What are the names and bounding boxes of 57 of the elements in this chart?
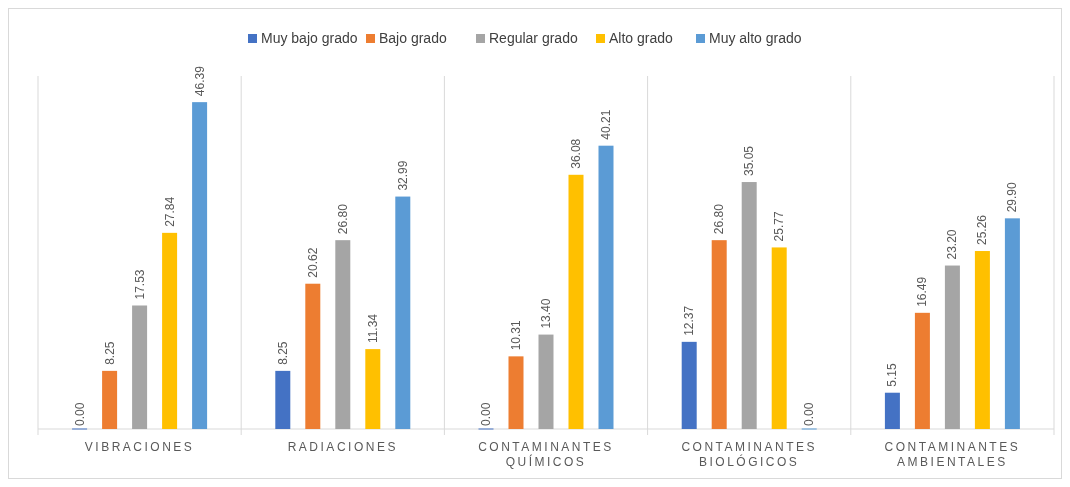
data-label: 0.00	[72, 402, 87, 426]
bar	[1004, 218, 1020, 429]
data-label: 8.25	[102, 341, 117, 365]
data-label: 8.25	[275, 341, 290, 365]
data-label: 20.62	[305, 247, 320, 278]
data-label: 40.21	[599, 109, 613, 140]
bar	[508, 356, 524, 429]
bar	[974, 251, 990, 429]
data-label: 26.80	[712, 203, 727, 235]
bar	[568, 174, 584, 429]
bar	[162, 232, 178, 429]
bar	[741, 182, 757, 429]
data-label: 16.49	[915, 276, 930, 307]
legend-label: Regular grado	[489, 30, 578, 46]
x-tick-label: VIBRACIONES	[84, 440, 195, 454]
x-tick-label: CONTAMINANTES BIOLÓGICOS	[681, 440, 818, 469]
data-label: 13.40	[539, 298, 553, 329]
legend-label: Muy bajo grado	[261, 30, 358, 46]
bar	[275, 370, 291, 429]
bar	[711, 240, 727, 429]
data-label: 35.05	[742, 145, 757, 177]
data-label: 36.08	[569, 138, 583, 169]
bar	[305, 283, 321, 429]
bar	[102, 370, 118, 429]
bar	[335, 240, 351, 429]
data-label: 5.15	[885, 363, 900, 387]
bar	[395, 196, 411, 429]
bar	[681, 341, 697, 429]
bar	[365, 349, 381, 429]
data-label: 25.77	[772, 211, 787, 242]
data-label: 0.00	[802, 402, 817, 426]
data-label: 0.00	[479, 402, 493, 426]
bar	[944, 265, 960, 429]
data-label: 32.99	[395, 160, 410, 191]
bar	[538, 334, 554, 429]
x-tick-label: RADIACIONES	[287, 440, 398, 454]
bar	[771, 247, 787, 429]
data-label: 17.53	[132, 269, 147, 300]
x-tick-label: CONTAMINANTES AMBIENTALES	[884, 440, 1021, 469]
data-label: 10.31	[509, 320, 523, 351]
bar	[598, 145, 614, 429]
legend-label: Muy alto grado	[709, 30, 802, 46]
data-label: 26.80	[335, 203, 350, 235]
legend-label: Alto grado	[609, 30, 674, 46]
data-label: 29.90	[1005, 181, 1020, 213]
legend-label: Bajo grado	[379, 30, 447, 46]
data-label: 12.37	[682, 305, 697, 336]
x-tick-label: CONTAMINANTES QUÍMICOS	[478, 440, 614, 469]
data-label: 27.84	[162, 196, 177, 227]
bar	[192, 102, 208, 429]
bar	[132, 305, 148, 429]
data-label: 25.26	[975, 214, 990, 246]
data-label: 23.20	[945, 229, 960, 260]
data-label: 46.39	[192, 65, 207, 97]
bar	[884, 392, 900, 429]
data-label: 11.34	[365, 313, 380, 344]
bar	[914, 312, 930, 429]
